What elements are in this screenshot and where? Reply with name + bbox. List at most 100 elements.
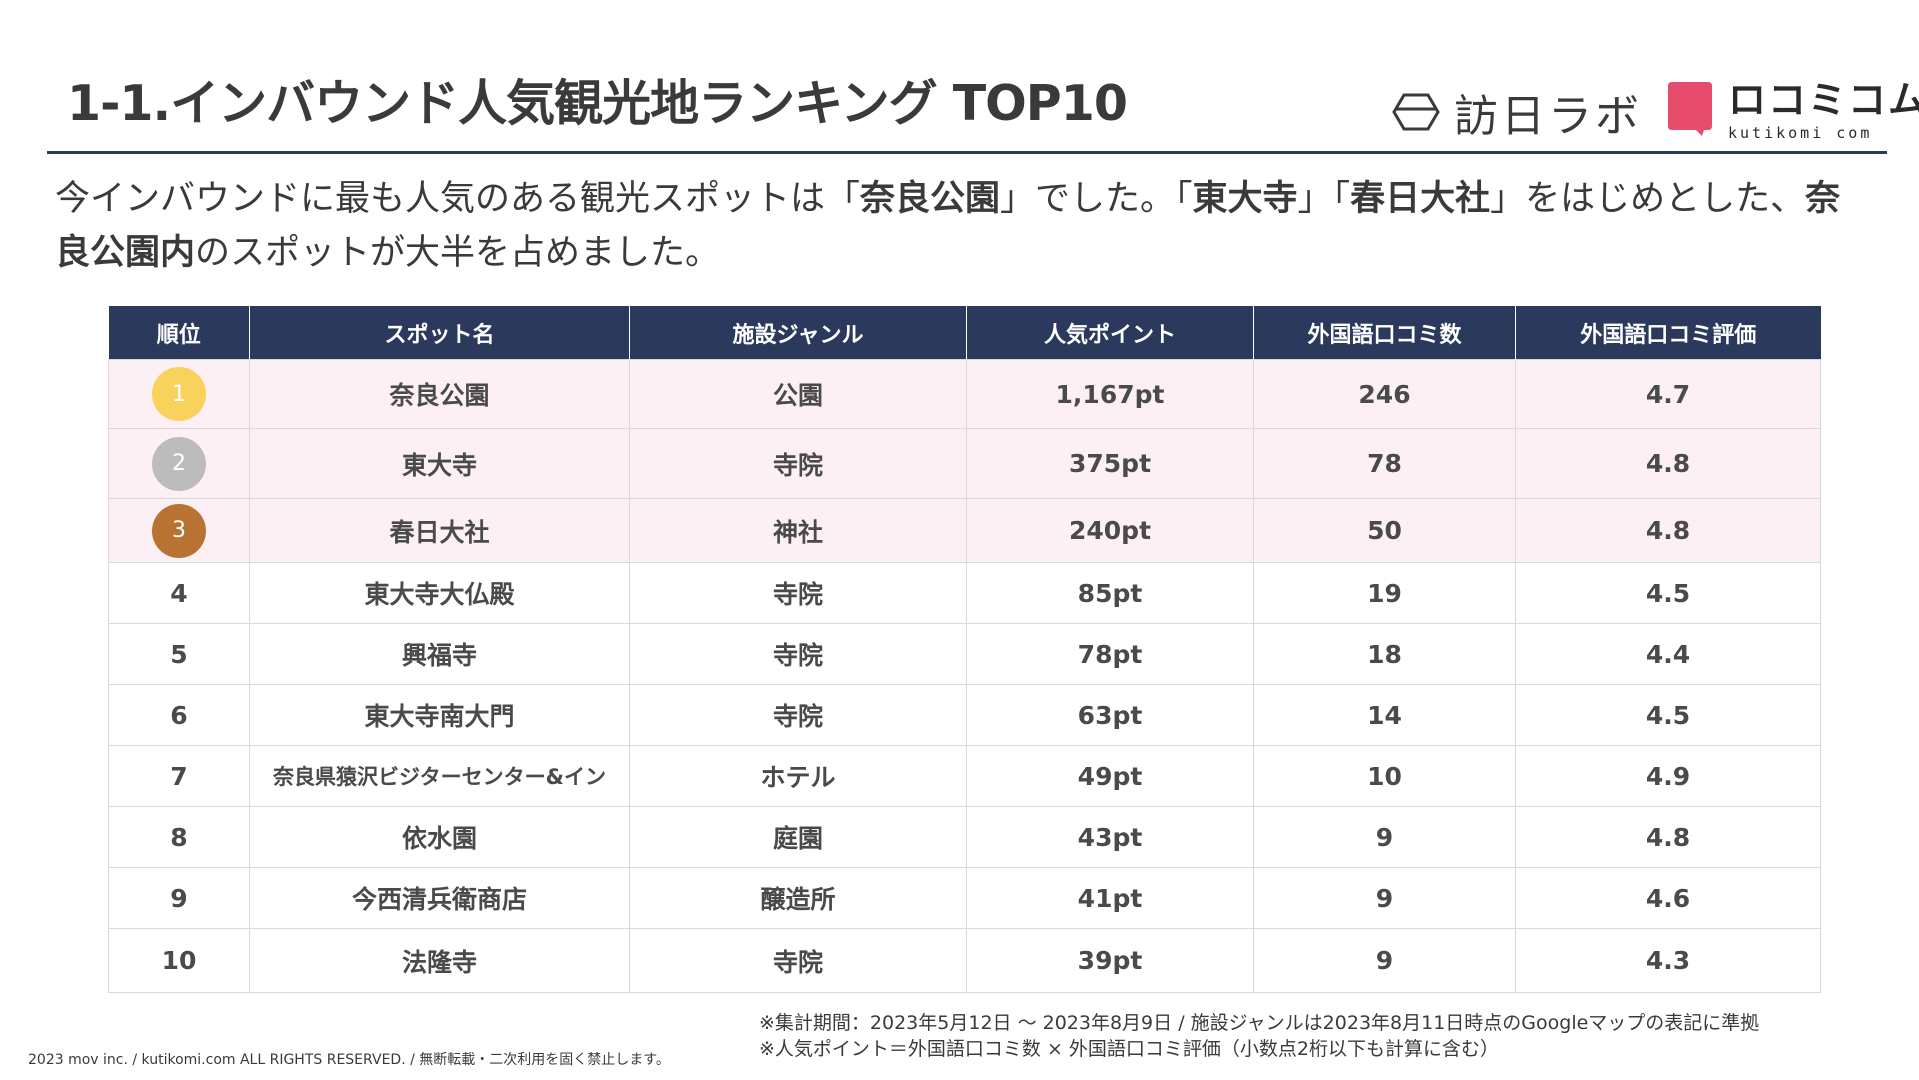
genre-cell: 神社 — [629, 498, 967, 563]
table-row: 7 奈良県猿沢ビジターセンター&イン ホテル 49pt 10 4.9 — [108, 745, 1821, 807]
points-cell: 43pt — [966, 806, 1254, 868]
col-header-review-count: 外国語口コミ数 — [1253, 306, 1516, 360]
rating-cell: 4.8 — [1515, 428, 1821, 499]
genre-cell: 庭園 — [629, 806, 967, 868]
points-cell: 240pt — [966, 498, 1254, 563]
col-header-points: 人気ポイント — [966, 306, 1254, 360]
table-row: 4 東大寺大仏殿 寺院 85pt 19 4.5 — [108, 562, 1821, 624]
points-cell: 1,167pt — [966, 359, 1254, 429]
points-cell: 63pt — [966, 684, 1254, 746]
table-row: 10 法隆寺 寺院 39pt 9 4.3 — [108, 928, 1821, 993]
spot-name-cell: 依水園 — [249, 806, 630, 868]
table-row: 6 東大寺南大門 寺院 63pt 14 4.5 — [108, 684, 1821, 746]
spot-name-cell: 奈良県猿沢ビジターセンター&イン — [249, 745, 630, 807]
footnote-formula: ※人気ポイント＝外国語口コミ数 × 外国語口コミ評価（小数点2桁以下も計算に含む… — [759, 1038, 1500, 1060]
review-count-cell: 78 — [1253, 428, 1516, 499]
review-count-cell: 246 — [1253, 359, 1516, 429]
rank-cell: 10 — [108, 928, 250, 993]
review-count-cell: 10 — [1253, 745, 1516, 807]
gold-medal-badge: 1 — [152, 367, 206, 421]
genre-cell: 寺院 — [629, 623, 967, 685]
lead-text-part: 」をはじめとした、 — [1490, 179, 1806, 219]
table-header-row: 順位 スポット名 施設ジャンル 人気ポイント 外国語口コミ数 外国語口コミ評価 — [108, 306, 1821, 360]
spot-name-cell: 奈良公園 — [249, 359, 630, 429]
title-divider — [47, 151, 1887, 154]
lead-text-bold: 東大寺 — [1192, 179, 1298, 219]
genre-cell: 公園 — [629, 359, 967, 429]
points-cell: 41pt — [966, 867, 1254, 929]
rating-cell: 4.6 — [1515, 867, 1821, 929]
review-count-cell: 9 — [1253, 806, 1516, 868]
rating-cell: 4.7 — [1515, 359, 1821, 429]
rating-cell: 4.4 — [1515, 623, 1821, 685]
col-header-spot-name: スポット名 — [249, 306, 630, 360]
rank-cell: 4 — [108, 562, 250, 624]
kutikomi-logo-jp: ロコミコム — [1728, 78, 1919, 122]
spot-name-cell: 東大寺南大門 — [249, 684, 630, 746]
rank-cell: 5 — [108, 623, 250, 685]
spot-name-cell: 興福寺 — [249, 623, 630, 685]
copyright-notice: 2023 mov inc. / kutikomi.com ALL RIGHTS … — [28, 1052, 670, 1068]
review-count-cell: 9 — [1253, 928, 1516, 993]
rank-cell: 7 — [108, 745, 250, 807]
lead-text: 今インバウンドに最も人気のある観光スポットは「奈良公園」でした。「東大寺」「春日… — [55, 172, 1865, 280]
footnote-period: ※集計期間：2023年5月12日 ～ 2023年8月9日 / 施設ジャンルは20… — [759, 1012, 1760, 1034]
review-count-cell: 14 — [1253, 684, 1516, 746]
rating-cell: 4.8 — [1515, 498, 1821, 563]
review-count-cell: 18 — [1253, 623, 1516, 685]
spot-name-cell: 東大寺 — [249, 428, 630, 499]
points-cell: 49pt — [966, 745, 1254, 807]
spot-name-cell: 東大寺大仏殿 — [249, 562, 630, 624]
rating-cell: 4.3 — [1515, 928, 1821, 993]
kutikomi-logo: ロコミコム kutikomi com — [1666, 80, 1919, 142]
footnotes: ※集計期間：2023年5月12日 ～ 2023年8月9日 / 施設ジャンルは20… — [759, 1010, 1759, 1062]
rank-cell: 2 — [108, 428, 250, 499]
lead-text-bold: 奈良公園 — [860, 179, 1001, 219]
genre-cell: 寺院 — [629, 928, 967, 993]
col-header-rank: 順位 — [108, 306, 250, 360]
genre-cell: ホテル — [629, 745, 967, 807]
table-row: 5 興福寺 寺院 78pt 18 4.4 — [108, 623, 1821, 685]
spot-name-cell: 今西清兵衛商店 — [249, 867, 630, 929]
houjitsu-labo-logo-text: 訪日ラボ — [1454, 91, 1642, 142]
points-cell: 85pt — [966, 562, 1254, 624]
rank-cell: 6 — [108, 684, 250, 746]
lead-text-part: 今インバウンドに最も人気のある観光スポットは「 — [55, 179, 861, 219]
lead-text-part: 」でした。「 — [1000, 179, 1193, 219]
points-cell: 375pt — [966, 428, 1254, 499]
rating-cell: 4.9 — [1515, 745, 1821, 807]
genre-cell: 寺院 — [629, 562, 967, 624]
table-row: 1 奈良公園 公園 1,167pt 246 4.7 — [108, 359, 1821, 429]
table-row: 8 依水園 庭園 43pt 9 4.8 — [108, 806, 1821, 868]
speech-bubble-logo-icon — [1668, 82, 1712, 136]
bronze-medal-badge: 3 — [152, 503, 206, 558]
lead-text-part: のスポットが大半を占めました。 — [195, 233, 721, 273]
rating-cell: 4.5 — [1515, 684, 1821, 746]
table-row: 3 春日大社 神社 240pt 50 4.8 — [108, 498, 1821, 563]
spot-name-cell: 法隆寺 — [249, 928, 630, 993]
ranking-table: 順位 スポット名 施設ジャンル 人気ポイント 外国語口コミ数 外国語口コミ評価 … — [108, 306, 1821, 993]
silver-medal-badge: 2 — [152, 436, 206, 491]
rating-cell: 4.5 — [1515, 562, 1821, 624]
page-title: 1-1.インバウンド人気観光地ランキング TOP10 — [67, 75, 1128, 132]
houjitsu-labo-logo: 訪日ラボ — [1392, 80, 1642, 144]
table-row: 2 東大寺 寺院 375pt 78 4.8 — [108, 428, 1821, 499]
lead-text-bold: 春日大社 — [1350, 179, 1491, 219]
points-cell: 78pt — [966, 623, 1254, 685]
rank-cell: 9 — [108, 867, 250, 929]
rating-cell: 4.8 — [1515, 806, 1821, 868]
review-count-cell: 19 — [1253, 562, 1516, 624]
rank-cell: 8 — [108, 806, 250, 868]
rank-cell: 1 — [108, 359, 250, 429]
genre-cell: 醸造所 — [629, 867, 967, 929]
kutikomi-logo-en: kutikomi com — [1728, 124, 1873, 142]
lead-text-part: 」「 — [1297, 179, 1351, 219]
genre-cell: 寺院 — [629, 428, 967, 499]
rank-cell: 3 — [108, 498, 250, 563]
table-row: 9 今西清兵衛商店 醸造所 41pt 9 4.6 — [108, 867, 1821, 929]
points-cell: 39pt — [966, 928, 1254, 993]
review-count-cell: 50 — [1253, 498, 1516, 563]
col-header-genre: 施設ジャンル — [629, 306, 967, 360]
col-header-review-rating: 外国語口コミ評価 — [1515, 306, 1821, 360]
genre-cell: 寺院 — [629, 684, 967, 746]
